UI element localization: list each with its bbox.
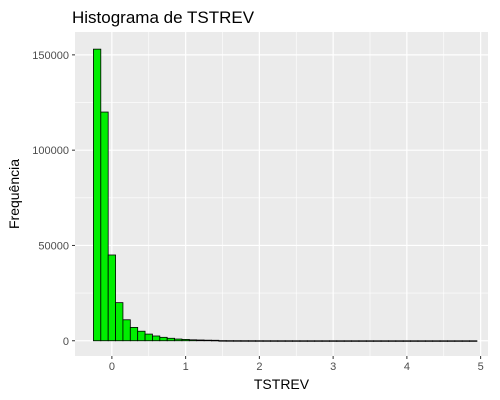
histogram-bar xyxy=(447,340,456,342)
histogram-bar xyxy=(402,340,411,342)
histogram-bar xyxy=(424,340,434,342)
histogram-bar xyxy=(461,340,470,342)
histogram-bar xyxy=(439,340,448,342)
histogram-bar xyxy=(159,336,168,342)
histogram-bar xyxy=(270,340,279,342)
histogram-bar xyxy=(336,340,345,342)
x-tick-label: 0 xyxy=(109,361,115,373)
histogram-bar xyxy=(100,111,109,342)
histogram-bar xyxy=(373,340,382,342)
histogram-bar xyxy=(203,339,212,342)
x-tick-label: 5 xyxy=(478,361,484,373)
histogram-bar xyxy=(329,340,338,342)
y-axis-title: Frequência xyxy=(6,159,22,229)
plot-panel xyxy=(75,32,488,356)
x-tick-label: 4 xyxy=(404,361,410,373)
histogram-bar xyxy=(196,339,205,342)
histogram-bar xyxy=(417,340,426,342)
histogram-bar xyxy=(262,340,271,342)
histogram-bar xyxy=(410,340,419,342)
histogram-bar xyxy=(395,340,404,342)
histogram-bar xyxy=(211,339,220,342)
histogram-bar xyxy=(365,340,375,342)
chart-title: Histograma de TSTREV xyxy=(72,8,255,27)
y-tick-label: 150000 xyxy=(32,50,69,62)
y-axis: 0 50000 100000 150000 xyxy=(32,50,75,348)
histogram-bar xyxy=(240,340,249,342)
histogram-bar xyxy=(181,339,190,342)
histogram-bar xyxy=(218,340,227,342)
histogram-bar xyxy=(225,340,234,342)
histogram-bar xyxy=(93,48,102,342)
histogram-bar xyxy=(343,340,352,342)
histogram-bar xyxy=(137,330,146,342)
histogram-bar xyxy=(129,327,139,342)
histogram-bar xyxy=(454,340,463,342)
x-tick-label: 2 xyxy=(256,361,262,373)
histogram-bar xyxy=(107,254,116,342)
histogram-bar xyxy=(306,340,316,342)
histogram-bar xyxy=(277,340,286,342)
histogram-bar xyxy=(380,340,389,342)
histogram-bar xyxy=(388,340,397,342)
histogram-bar xyxy=(152,335,161,342)
histogram-bar xyxy=(432,340,441,342)
x-axis-title: TSTREV xyxy=(254,376,310,392)
histogram-bar xyxy=(233,340,242,342)
histogram-bar xyxy=(247,340,257,342)
y-tick-label: 50000 xyxy=(38,240,69,252)
histogram-bar xyxy=(255,340,264,342)
y-tick-label: 0 xyxy=(63,336,69,348)
histogram-bar xyxy=(144,333,153,342)
histogram-bars xyxy=(93,48,478,342)
histogram-bar xyxy=(166,337,175,342)
histogram-bar xyxy=(115,302,124,342)
histogram-bar xyxy=(469,340,478,342)
x-axis: 0 1 2 3 4 5 xyxy=(109,356,484,373)
histogram-bar xyxy=(351,340,360,342)
histogram-bar xyxy=(299,340,308,342)
x-tick-label: 1 xyxy=(183,361,189,373)
histogram-bar xyxy=(174,338,183,342)
histogram-bar xyxy=(321,340,330,342)
y-tick-label: 100000 xyxy=(32,145,69,157)
histogram-bar xyxy=(188,339,198,342)
histogram-bar xyxy=(358,340,367,342)
histogram-bar xyxy=(292,340,301,342)
minor-gridlines xyxy=(75,32,488,356)
histogram-bar xyxy=(284,340,293,342)
histogram-bar xyxy=(314,340,323,342)
x-tick-label: 3 xyxy=(330,361,336,373)
major-gridlines xyxy=(75,32,488,356)
histogram-bar xyxy=(122,319,131,342)
